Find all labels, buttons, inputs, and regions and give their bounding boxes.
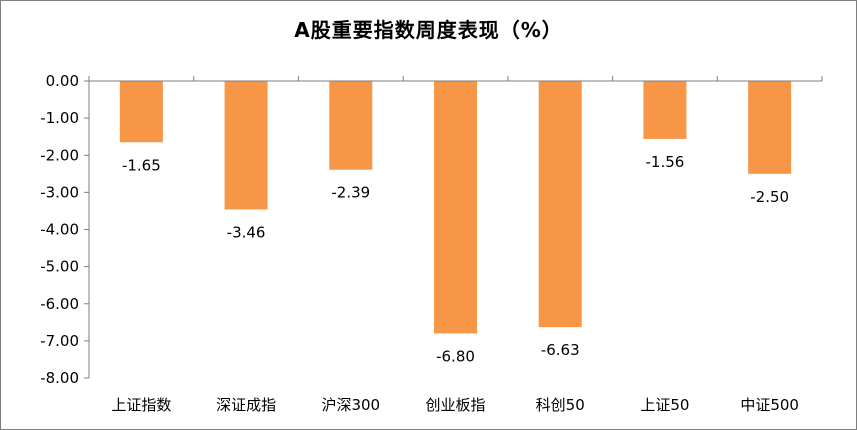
chart-title: A股重要指数周度表现（%） [294, 18, 563, 42]
bar [643, 81, 687, 139]
y-tick-label: -1.00 [40, 109, 79, 127]
category-label: 深证成指 [216, 396, 276, 414]
category-label: 上证指数 [111, 396, 171, 414]
bar [119, 81, 163, 143]
y-tick-label: -8.00 [40, 369, 79, 387]
category-label: 中证500 [740, 396, 799, 414]
bar [748, 81, 792, 174]
data-labels: -1.65 -3.46 -2.39 -6.80 -6.63 -1.56 -2.50 [122, 153, 789, 366]
y-tick-label: -7.00 [40, 332, 79, 350]
category-label: 科创50 [536, 396, 585, 414]
data-label: -3.46 [227, 223, 266, 241]
y-axis-ticks: 0.00 -1.00 -2.00 -3.00 -4.00 -5.00 -6.00 -7.00 -… [40, 72, 823, 387]
data-label: -6.80 [436, 347, 475, 365]
data-label: -1.56 [646, 153, 685, 171]
bar [224, 81, 268, 210]
y-tick-label: 0.00 [46, 72, 79, 90]
data-label: -1.65 [122, 156, 161, 174]
category-label: 创业板指 [425, 396, 485, 414]
bar [329, 81, 373, 170]
bar [434, 81, 477, 334]
category-labels: 上证指数 深证成指 沪深300 创业板指 科创50 上证50 中证500 [111, 396, 799, 414]
data-label: -2.50 [750, 188, 789, 206]
data-label: -2.39 [331, 184, 370, 202]
bar [538, 81, 582, 328]
y-tick-label: -3.00 [40, 183, 79, 201]
y-tick-label: -2.00 [40, 146, 79, 164]
data-label: -6.63 [541, 341, 580, 359]
bars [119, 81, 792, 334]
y-tick-label: -4.00 [40, 221, 79, 239]
y-tick-label: -5.00 [40, 258, 79, 276]
y-tick-label: -6.00 [40, 295, 79, 313]
category-label: 上证50 [640, 396, 689, 414]
category-label: 沪深300 [321, 396, 380, 414]
